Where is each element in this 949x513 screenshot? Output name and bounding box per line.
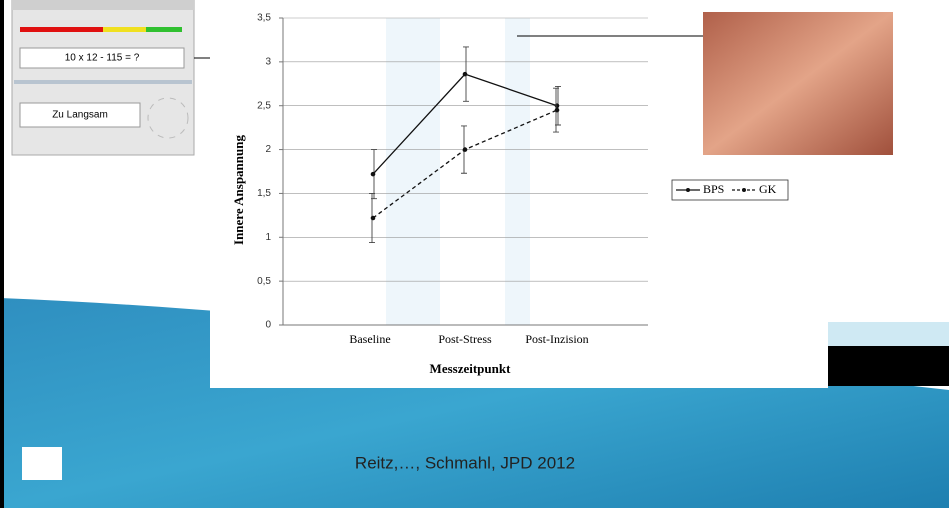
legend-marker bbox=[742, 188, 746, 192]
point bbox=[554, 103, 560, 109]
citation: Reitz,…, Schmahl, JPD 2012 bbox=[355, 453, 575, 472]
square bbox=[22, 447, 62, 480]
question-box bbox=[19, 47, 185, 69]
x-tick-label: Post-Stress bbox=[438, 332, 492, 346]
chart: 0 0,5 1 1,5 2 2,5 3 3,5 Baseline Post-Stress Post-… bbox=[257, 13, 789, 346]
y-tick-label: 0 bbox=[265, 320, 271, 331]
y-tick-label: 3,5 bbox=[257, 13, 271, 24]
bar-red bbox=[20, 27, 103, 32]
legend-marker bbox=[686, 188, 690, 192]
point bbox=[370, 215, 376, 221]
photo bbox=[703, 12, 893, 155]
y-tick-label: 0,5 bbox=[257, 276, 271, 287]
bar-yellow bbox=[103, 27, 146, 32]
y-tick-label: 1 bbox=[265, 232, 271, 243]
highlight bbox=[505, 18, 530, 325]
left-border bbox=[0, 0, 4, 508]
point bbox=[554, 107, 560, 113]
point bbox=[462, 147, 468, 152]
feedback-box bbox=[19, 102, 141, 128]
highlight bbox=[386, 18, 440, 325]
separator bbox=[14, 80, 192, 84]
point bbox=[462, 71, 468, 77]
bar-green bbox=[146, 27, 182, 32]
x-tick-label: Baseline bbox=[349, 332, 390, 346]
legend-label: GK bbox=[759, 182, 777, 196]
y-tick-label: 3 bbox=[265, 56, 271, 67]
inset-titlebar bbox=[12, 0, 194, 10]
strip bbox=[828, 322, 949, 346]
question: 10 x 12 - 115 = ? bbox=[65, 53, 140, 64]
strip-dark bbox=[828, 346, 949, 386]
y-axis-title: Innere Anspannung bbox=[231, 135, 246, 245]
feedback: Zu Langsam bbox=[52, 110, 108, 121]
keypad bbox=[147, 97, 189, 139]
y-tick-label: 2 bbox=[265, 144, 271, 155]
legend-box bbox=[671, 179, 789, 201]
point bbox=[370, 171, 376, 177]
inset-panel bbox=[11, 0, 195, 156]
y-tick-label: 2,5 bbox=[257, 100, 271, 111]
x-tick-label: Post-Inzision bbox=[525, 332, 588, 346]
y-tick-label: 1,5 bbox=[257, 188, 271, 199]
x-axis-title: Messzeitpunkt bbox=[430, 361, 512, 376]
legend-label: BPS bbox=[703, 182, 724, 196]
